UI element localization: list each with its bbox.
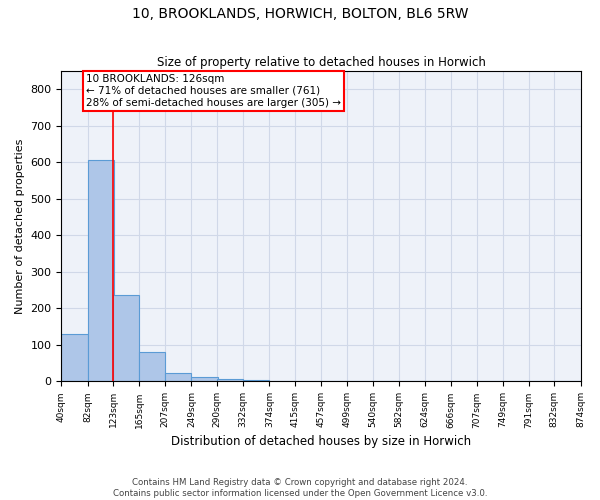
Y-axis label: Number of detached properties: Number of detached properties — [15, 138, 25, 314]
Bar — [139, 352, 166, 382]
Bar — [113, 295, 139, 382]
Bar — [61, 334, 88, 382]
Bar — [269, 380, 295, 382]
Text: 10, BROOKLANDS, HORWICH, BOLTON, BL6 5RW: 10, BROOKLANDS, HORWICH, BOLTON, BL6 5RW — [132, 8, 468, 22]
Bar — [217, 378, 243, 382]
X-axis label: Distribution of detached houses by size in Horwich: Distribution of detached houses by size … — [171, 434, 471, 448]
Bar — [243, 380, 269, 382]
Bar — [191, 377, 218, 382]
Bar — [88, 160, 113, 382]
Text: 10 BROOKLANDS: 126sqm
← 71% of detached houses are smaller (761)
28% of semi-det: 10 BROOKLANDS: 126sqm ← 71% of detached … — [86, 74, 341, 108]
Text: Contains HM Land Registry data © Crown copyright and database right 2024.
Contai: Contains HM Land Registry data © Crown c… — [113, 478, 487, 498]
Bar — [166, 374, 191, 382]
Title: Size of property relative to detached houses in Horwich: Size of property relative to detached ho… — [157, 56, 485, 70]
